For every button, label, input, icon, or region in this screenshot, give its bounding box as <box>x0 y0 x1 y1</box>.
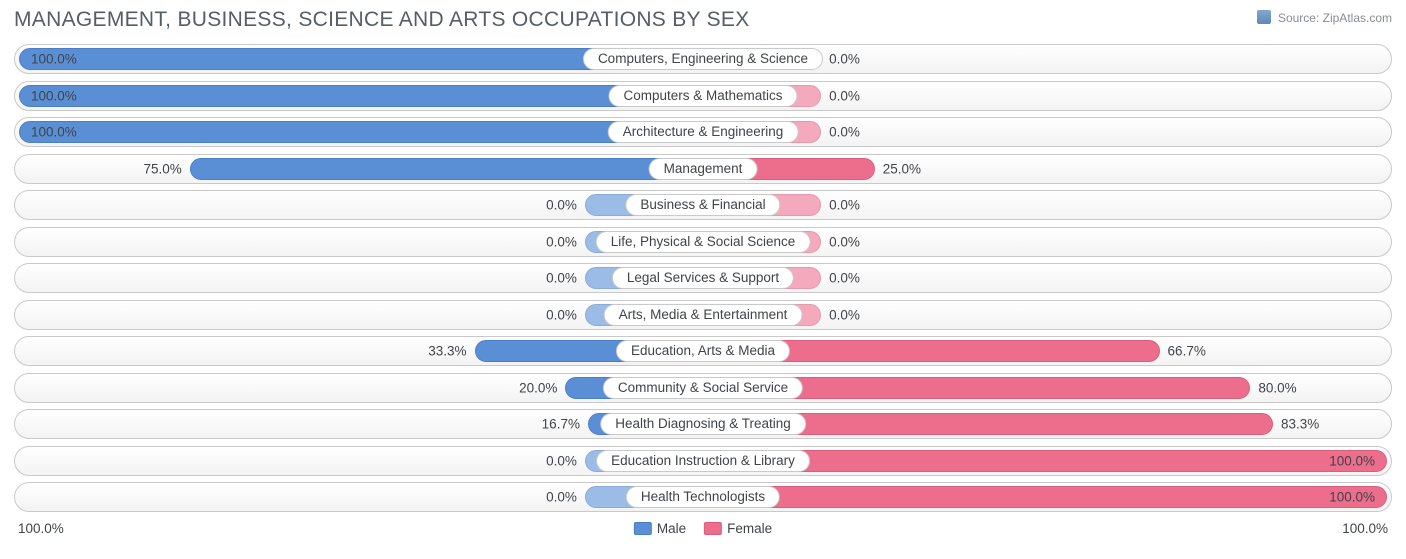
category-label: Community & Social Service <box>603 377 803 399</box>
legend-male: Male <box>634 521 686 536</box>
chart-row: 20.0% 80.0% Community & Social Service <box>14 373 1392 403</box>
legend-female: Female <box>704 521 772 536</box>
male-value-label: 20.0% <box>519 380 557 395</box>
chart-row: 100.0% 0.0% Computers & Mathematics <box>14 81 1392 111</box>
male-value-label: 0.0% <box>546 453 577 468</box>
male-value-label: 0.0% <box>546 307 577 322</box>
category-label: Computers & Mathematics <box>608 85 797 107</box>
female-value-label: 83.3% <box>1281 417 1319 432</box>
chart-row: 100.0% 0.0% Computers, Engineering & Scien… <box>14 44 1392 74</box>
male-value-label: 0.0% <box>546 198 577 213</box>
male-value-label: 0.0% <box>546 490 577 505</box>
diverging-bar-chart: 100.0% 0.0% Computers, Engineering & Scien… <box>14 44 1392 512</box>
chart-row: 0.0% 0.0% Legal Services & Support <box>14 263 1392 293</box>
source-logo-icon <box>1257 10 1271 24</box>
female-value-label: 100.0% <box>1329 490 1375 505</box>
male-bar <box>19 85 702 107</box>
female-value-label: 0.0% <box>829 52 860 67</box>
female-value-label: 0.0% <box>829 88 860 103</box>
female-value-label: 0.0% <box>829 234 860 249</box>
chart-header: MANAGEMENT, BUSINESS, SCIENCE AND ARTS O… <box>14 8 1392 32</box>
legend: Male Female <box>634 521 772 536</box>
chart-row: 0.0% 100.0% Education Instruction & Librar… <box>14 446 1392 476</box>
category-label: Arts, Media & Entertainment <box>604 304 803 326</box>
female-value-label: 0.0% <box>829 198 860 213</box>
male-value-label: 0.0% <box>546 271 577 286</box>
female-value-label: 0.0% <box>829 125 860 140</box>
chart-source: Source: ZipAtlas.com <box>1257 8 1392 25</box>
male-bar <box>19 121 702 143</box>
female-value-label: 100.0% <box>1329 453 1375 468</box>
category-label: Health Technologists <box>626 486 780 508</box>
category-label: Education Instruction & Library <box>596 450 810 472</box>
source-label: Source: <box>1278 11 1319 25</box>
chart-row: 0.0% 0.0% Business & Financial <box>14 190 1392 220</box>
category-label: Legal Services & Support <box>612 267 794 289</box>
female-value-label: 66.7% <box>1168 344 1206 359</box>
chart-row: 16.7% 83.3% Health Diagnosing & Treating <box>14 409 1392 439</box>
x-axis: 100.0% Male Female 100.0% <box>14 519 1392 536</box>
female-swatch-icon <box>704 522 722 535</box>
male-value-label: 75.0% <box>143 161 181 176</box>
chart-row: 0.0% 100.0% Health Technologists <box>14 482 1392 512</box>
chart-row: 33.3% 66.7% Education, Arts & Media <box>14 336 1392 366</box>
female-value-label: 80.0% <box>1258 380 1296 395</box>
category-label: Life, Physical & Social Science <box>596 231 811 253</box>
chart-row: 0.0% 0.0% Arts, Media & Entertainment <box>14 300 1392 330</box>
male-value-label: 33.3% <box>428 344 466 359</box>
chart-row: 0.0% 0.0% Life, Physical & Social Science <box>14 227 1392 257</box>
category-label: Management <box>649 158 758 180</box>
category-label: Education, Arts & Media <box>616 340 790 362</box>
female-value-label: 25.0% <box>883 161 921 176</box>
male-value-label: 100.0% <box>31 125 77 140</box>
male-value-label: 16.7% <box>542 417 580 432</box>
category-label: Computers, Engineering & Science <box>583 48 823 70</box>
male-value-label: 100.0% <box>31 52 77 67</box>
chart-row: 100.0% 0.0% Architecture & Engineering <box>14 117 1392 147</box>
axis-left-label: 100.0% <box>18 521 64 536</box>
axis-right-label: 100.0% <box>1342 521 1388 536</box>
category-label: Architecture & Engineering <box>608 121 799 143</box>
male-bar <box>190 158 702 180</box>
female-bar <box>704 486 1387 508</box>
category-label: Business & Financial <box>625 194 780 216</box>
female-value-label: 0.0% <box>829 271 860 286</box>
chart-title: MANAGEMENT, BUSINESS, SCIENCE AND ARTS O… <box>14 8 750 32</box>
source-name: ZipAtlas.com <box>1323 11 1392 25</box>
category-label: Health Diagnosing & Treating <box>600 413 806 435</box>
female-value-label: 0.0% <box>829 307 860 322</box>
male-value-label: 0.0% <box>546 234 577 249</box>
male-swatch-icon <box>634 522 652 535</box>
male-value-label: 100.0% <box>31 88 77 103</box>
chart-row: 75.0% 25.0% Management <box>14 154 1392 184</box>
